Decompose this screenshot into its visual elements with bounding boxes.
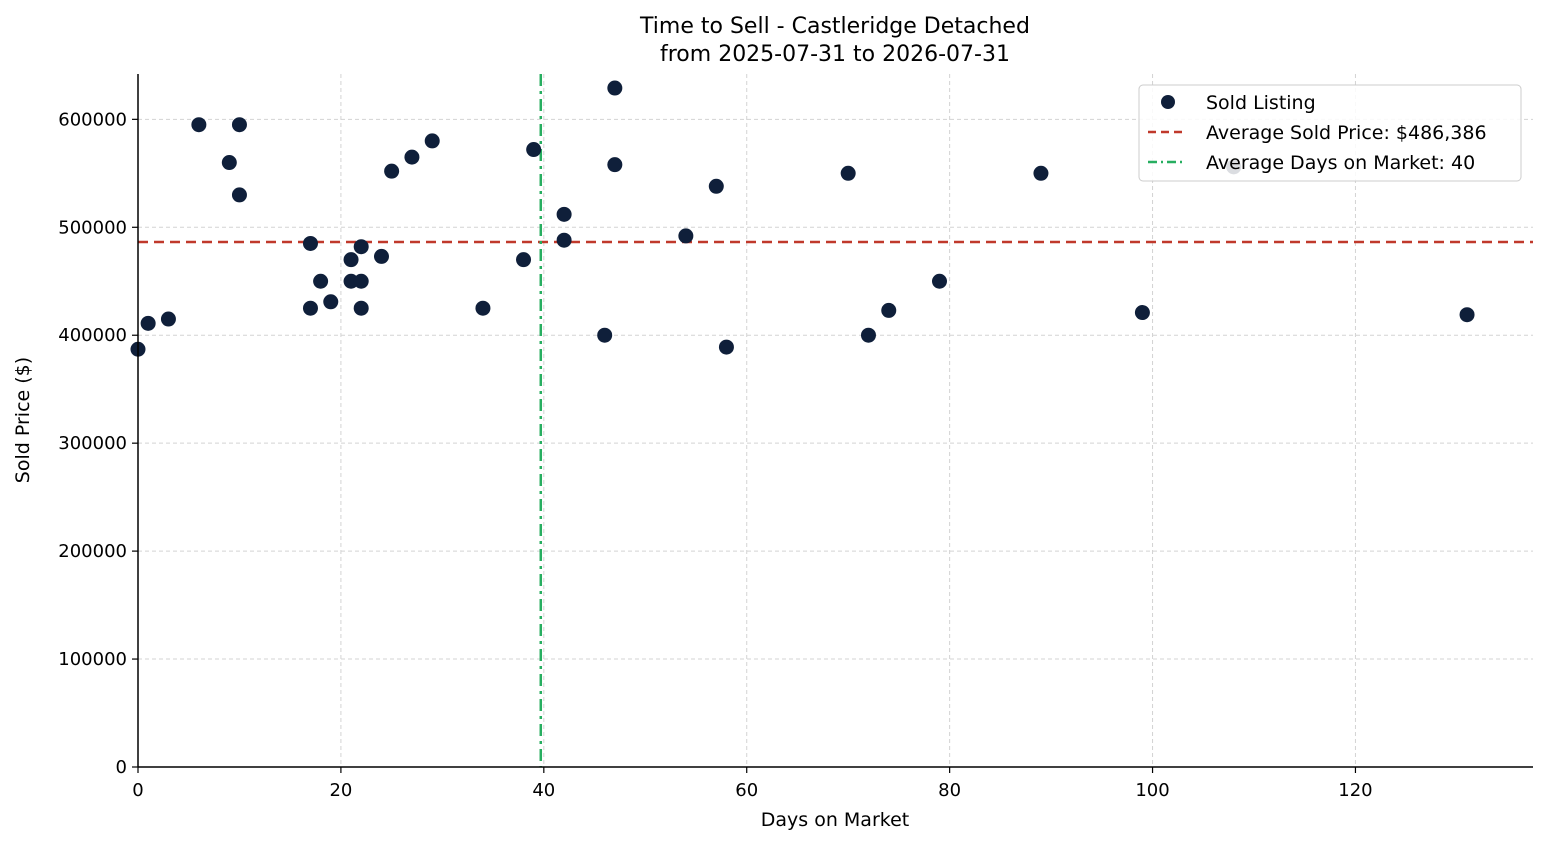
chart-title-line-2: from 2025-07-31 to 2026-07-31 bbox=[660, 42, 1010, 67]
x-tick-label: 60 bbox=[735, 780, 758, 801]
y-tick-label: 600000 bbox=[58, 109, 127, 130]
data-point bbox=[191, 117, 207, 133]
data-point bbox=[231, 187, 247, 203]
legend-scatter-marker bbox=[1161, 95, 1175, 109]
y-tick-label: 200000 bbox=[58, 541, 127, 562]
legend-scatter-label: Sold Listing bbox=[1206, 92, 1316, 114]
data-point bbox=[302, 300, 318, 316]
data-point bbox=[931, 273, 947, 289]
data-point bbox=[526, 142, 542, 158]
data-point bbox=[221, 155, 237, 171]
data-point bbox=[353, 239, 369, 255]
y-tick-label: 300000 bbox=[58, 433, 127, 454]
data-point bbox=[556, 206, 572, 222]
data-point bbox=[404, 149, 420, 165]
legend-box bbox=[1138, 84, 1522, 182]
data-point bbox=[343, 252, 359, 268]
data-point bbox=[1033, 165, 1049, 181]
data-point bbox=[424, 133, 440, 149]
data-point bbox=[678, 228, 694, 244]
data-point bbox=[384, 163, 400, 179]
data-point bbox=[860, 327, 876, 343]
data-point bbox=[607, 80, 623, 96]
data-point bbox=[323, 294, 339, 310]
legend: Sold Listing Average Sold Price: $486,38… bbox=[1138, 84, 1522, 182]
x-tick-label: 80 bbox=[938, 780, 961, 801]
data-point bbox=[516, 252, 532, 268]
data-point bbox=[353, 273, 369, 289]
data-point bbox=[302, 235, 318, 251]
x-tick-label: 20 bbox=[329, 780, 352, 801]
x-tick-label: 120 bbox=[1338, 780, 1372, 801]
chart-title-line-1: Time to Sell - Castleridge Detached bbox=[639, 14, 1030, 39]
data-point bbox=[607, 157, 623, 173]
data-point bbox=[597, 327, 613, 343]
reference-lines bbox=[138, 74, 1533, 767]
data-point bbox=[373, 248, 389, 264]
data-point bbox=[718, 339, 734, 355]
y-tick-label: 500000 bbox=[58, 217, 127, 238]
data-point bbox=[140, 315, 156, 331]
data-point bbox=[708, 178, 724, 194]
y-tick-label: 400000 bbox=[58, 325, 127, 346]
x-axis-label: Days on Market bbox=[761, 809, 909, 831]
x-tick-label: 0 bbox=[132, 780, 143, 801]
data-point bbox=[881, 302, 897, 318]
data-point bbox=[1134, 305, 1150, 321]
data-point bbox=[1459, 307, 1475, 323]
data-point bbox=[160, 311, 176, 327]
legend-avg-days-label: Average Days on Market: 40 bbox=[1206, 152, 1475, 174]
x-tick-label: 40 bbox=[532, 780, 555, 801]
data-point bbox=[231, 117, 247, 133]
axes: 0 20 40 60 80 100 120 0 100000 200000 300000 400000… bbox=[58, 74, 1533, 801]
y-tick-label: 0 bbox=[116, 757, 127, 778]
data-point bbox=[353, 300, 369, 316]
data-point bbox=[475, 300, 491, 316]
y-axis-label: Sold Price ($) bbox=[12, 357, 34, 483]
data-point bbox=[840, 165, 856, 181]
x-tick-label: 100 bbox=[1135, 780, 1169, 801]
data-point bbox=[313, 273, 329, 289]
y-tick-label: 100000 bbox=[58, 649, 127, 670]
data-point bbox=[556, 232, 572, 248]
legend-avg-price-label: Average Sold Price: $486,386 bbox=[1206, 122, 1487, 144]
